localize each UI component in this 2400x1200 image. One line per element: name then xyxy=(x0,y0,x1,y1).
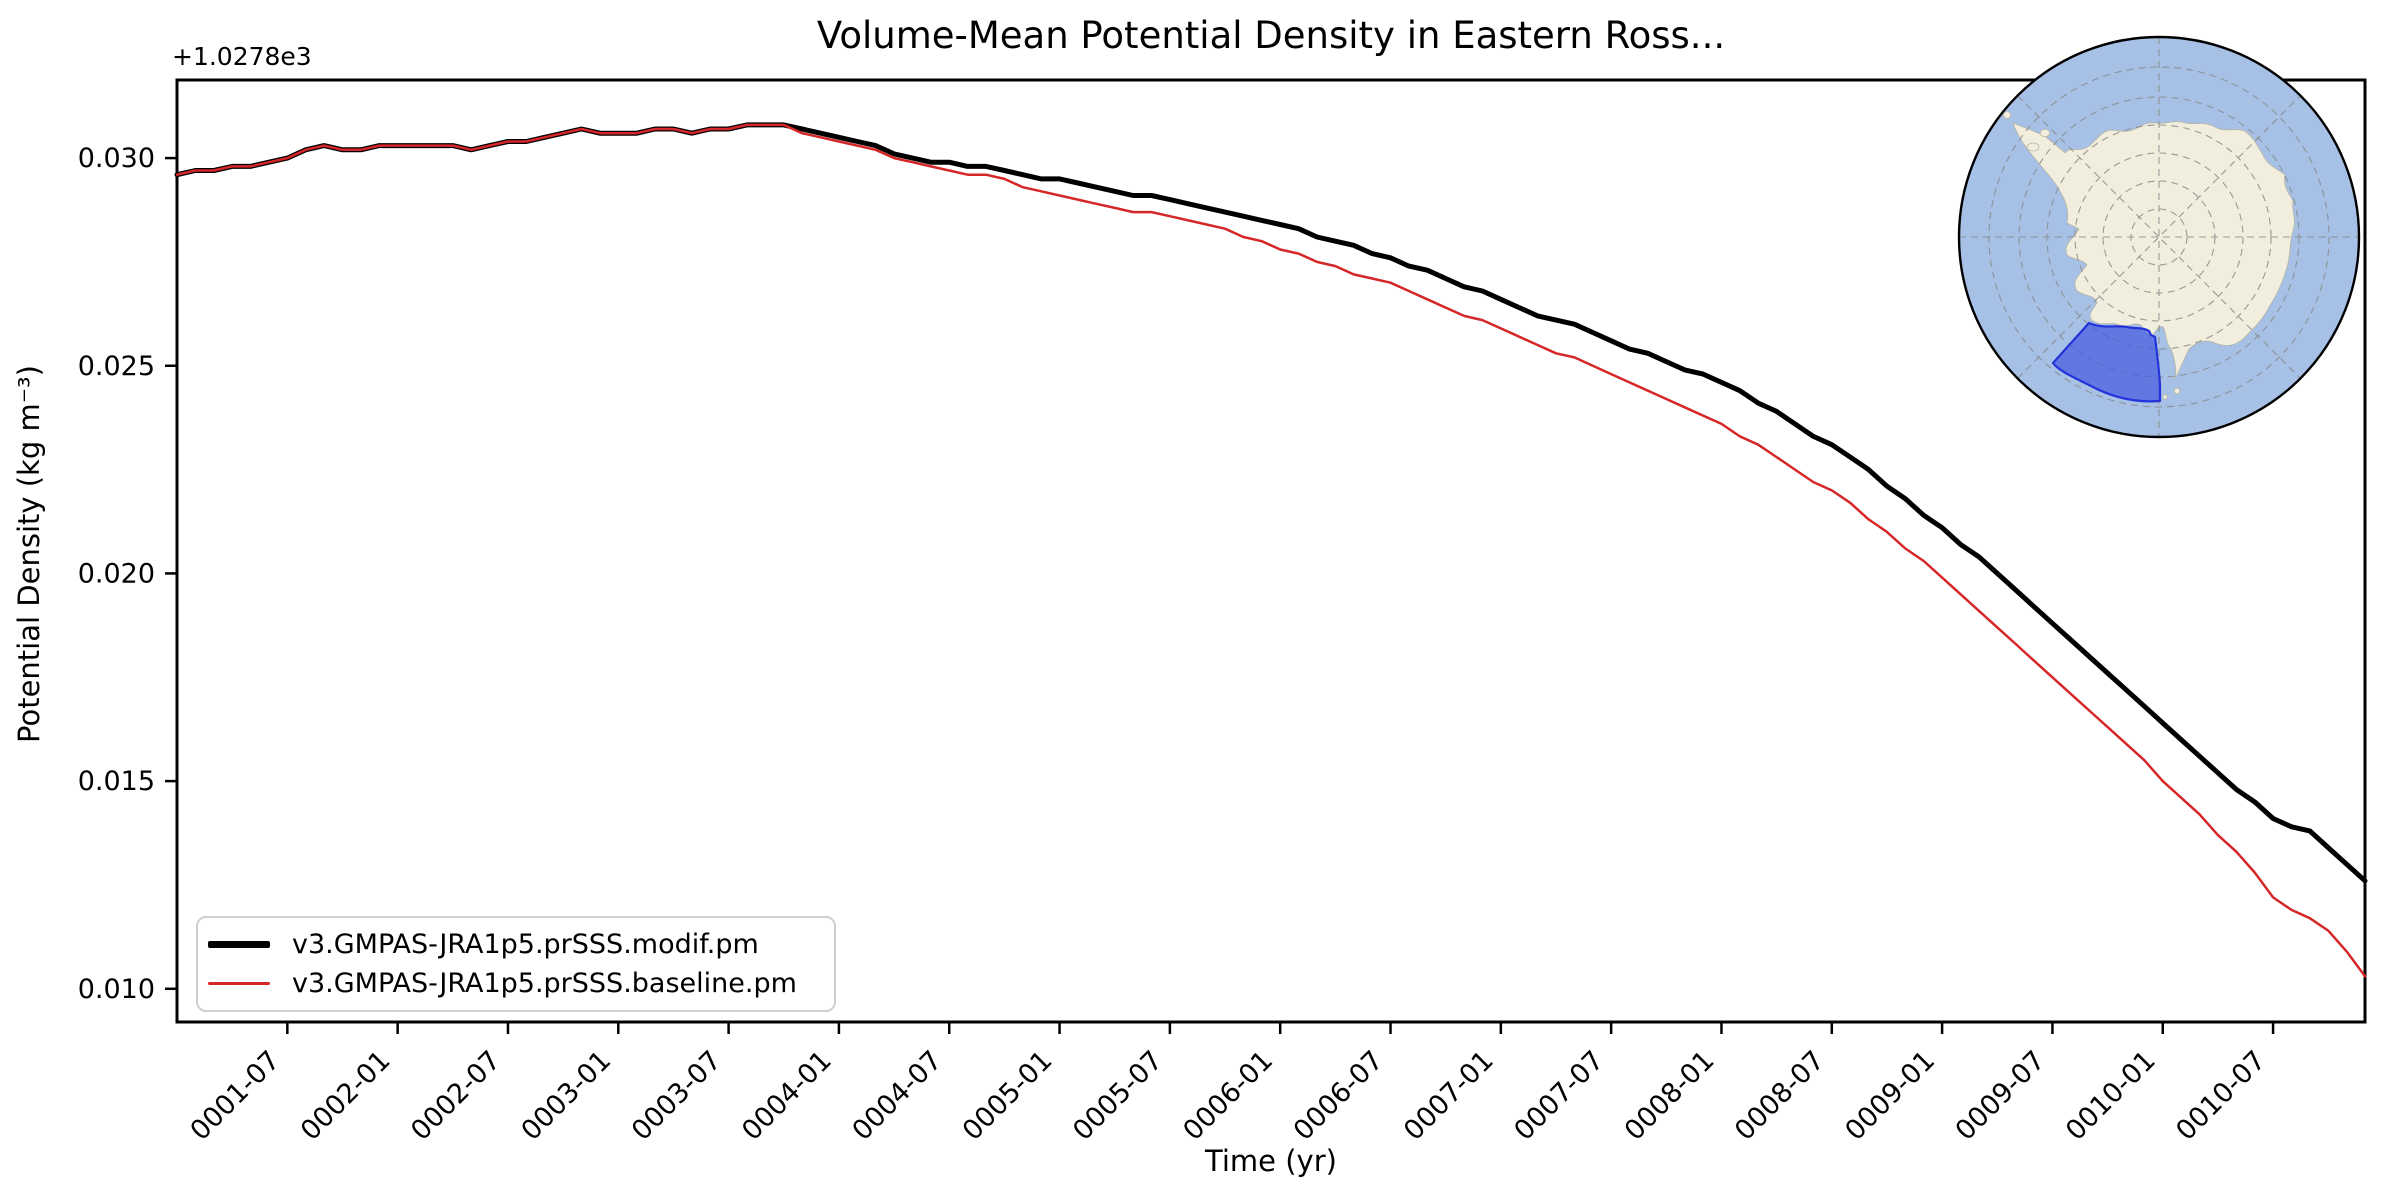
legend-line-sample-red xyxy=(208,981,270,985)
map-graticule xyxy=(1959,37,2359,437)
x-tick-label: 0010-07 xyxy=(2170,1045,2272,1147)
x-tick-label: 0009-07 xyxy=(1950,1045,2052,1147)
series-line-baseline xyxy=(175,123,2367,978)
y-tick-label: 0.025 xyxy=(78,351,155,382)
x-tick-label: 0005-07 xyxy=(1067,1045,1169,1147)
legend-line-sample-black xyxy=(208,941,270,949)
x-tick-label: 0004-07 xyxy=(846,1045,948,1147)
x-tick-label: 0002-01 xyxy=(295,1045,397,1147)
x-tick-label: 0001-07 xyxy=(185,1045,287,1147)
x-tick-label: 0008-07 xyxy=(1729,1045,1831,1147)
y-tick-label: 0.015 xyxy=(78,766,155,797)
x-tick-label: 0003-01 xyxy=(516,1045,618,1147)
x-tick-label: 0002-07 xyxy=(405,1045,507,1147)
x-axis-label: Time (yr) xyxy=(1205,1144,1337,1178)
x-tick-label: 0005-01 xyxy=(957,1045,1059,1147)
x-tick-label: 0009-01 xyxy=(1839,1045,1941,1147)
map-border xyxy=(1957,35,2361,439)
x-tick-label: 0010-01 xyxy=(2060,1045,2162,1147)
x-tick-label: 0006-07 xyxy=(1288,1045,1390,1147)
legend-item-baseline: v3.GMPAS-JRA1p5.prSSS.baseline.pm xyxy=(208,968,824,999)
x-tick-label: 0003-07 xyxy=(626,1045,728,1147)
x-tick-label: 0007-07 xyxy=(1508,1045,1610,1147)
axes-frame xyxy=(175,78,2367,1024)
y-axis-offset-text: +1.0278e3 xyxy=(172,42,312,71)
x-tick-label: 0007-01 xyxy=(1398,1045,1500,1147)
chart-title: Volume-Mean Potential Density in Eastern… xyxy=(816,14,1726,57)
legend-label: v3.GMPAS-JRA1p5.prSSS.modif.pm xyxy=(292,929,759,961)
x-tick-label: 0006-01 xyxy=(1177,1045,1279,1147)
x-tick-label: 0004-01 xyxy=(736,1045,838,1147)
map-highlight-region xyxy=(2051,321,2162,403)
legend-box: v3.GMPAS-JRA1p5.prSSS.modif.pm v3.GMPAS-… xyxy=(196,916,836,1012)
y-tick-label: 0.020 xyxy=(78,558,155,589)
x-tick-label: 0008-01 xyxy=(1619,1045,1721,1147)
legend-label: v3.GMPAS-JRA1p5.prSSS.baseline.pm xyxy=(292,967,797,999)
antarctica-locator-map xyxy=(1957,35,2361,439)
legend-item-modif: v3.GMPAS-JRA1p5.prSSS.modif.pm xyxy=(208,929,824,960)
y-tick-label: 0.010 xyxy=(78,974,155,1005)
map-landmass xyxy=(2002,111,2295,400)
y-tick-label: 0.030 xyxy=(78,143,155,174)
